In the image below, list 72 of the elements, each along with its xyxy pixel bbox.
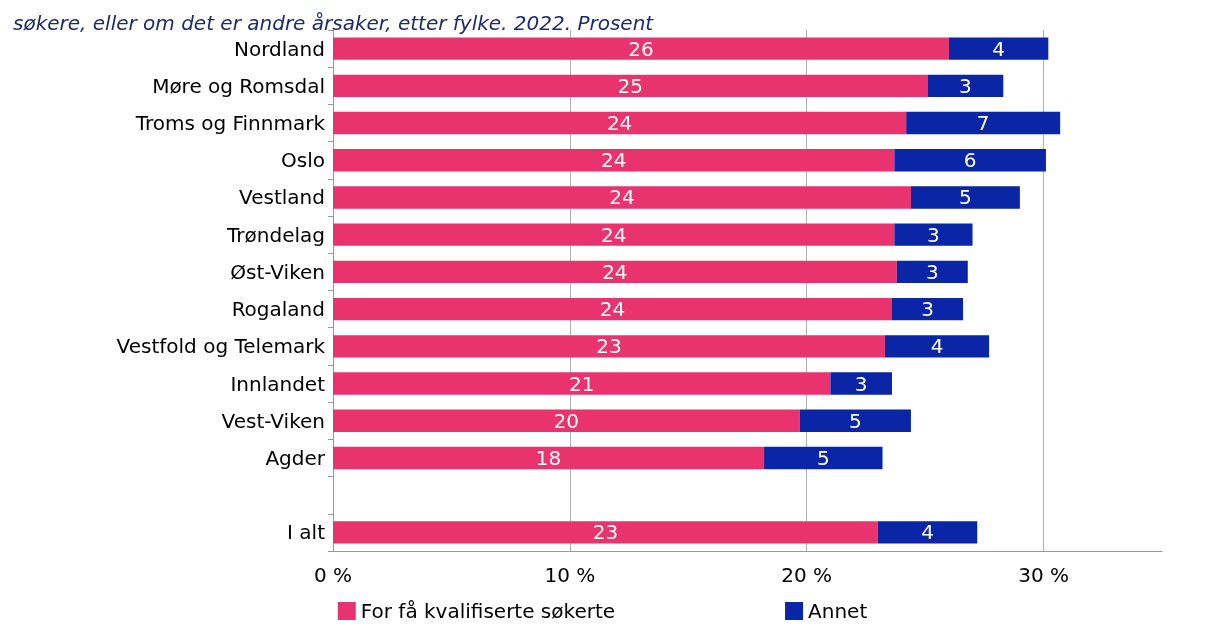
y-tick-label: Agder <box>265 445 326 470</box>
bar <box>948 37 1049 60</box>
y-tick-label: Øst-Viken <box>230 259 325 284</box>
bar <box>764 446 883 470</box>
data-label: 3 <box>921 297 934 322</box>
y-tick-label: Oslo <box>281 148 325 173</box>
bar <box>333 37 949 60</box>
bar <box>333 297 892 321</box>
data-label: 23 <box>596 334 622 359</box>
bar <box>333 335 885 358</box>
data-label: 3 <box>854 371 868 396</box>
data-label: 4 <box>930 334 944 359</box>
data-label: 18 <box>535 445 562 470</box>
bar <box>884 335 990 358</box>
data-label: 24 <box>602 259 628 284</box>
data-label: 21 <box>568 371 595 396</box>
data-label: 5 <box>848 408 862 433</box>
bar <box>891 297 964 321</box>
x-tick-label: 20 % <box>781 563 833 587</box>
bar <box>927 74 1004 97</box>
x-tick-label: 10 % <box>544 563 596 587</box>
chart-subtitle: søkere, eller om det er andre årsaker, etter fylke. 2022. Prosent <box>13 11 655 35</box>
data-label: 24 <box>606 111 633 136</box>
y-tick-label: I alt <box>287 520 326 545</box>
legend-label: Annet <box>808 599 868 623</box>
data-label: 4 <box>921 520 934 545</box>
x-tick-label: 0 % <box>313 563 353 587</box>
bar <box>910 186 1020 209</box>
y-tick-label: Vestfold og Telemark <box>116 334 326 359</box>
data-label: 24 <box>599 297 626 322</box>
data-label: 6 <box>963 148 977 173</box>
bar <box>877 521 978 544</box>
y-tick-label: Innlandet <box>230 371 326 396</box>
bar <box>906 111 1061 135</box>
y-tick-label: Vestland <box>239 185 325 210</box>
bar <box>894 149 1046 172</box>
data-label: 24 <box>600 148 627 173</box>
y-tick-label: Nordland <box>234 36 325 61</box>
data-label: 24 <box>600 222 627 247</box>
bar <box>333 149 895 172</box>
bar <box>896 260 968 284</box>
data-label: 7 <box>976 111 990 136</box>
bar <box>799 409 911 432</box>
data-label: 4 <box>992 36 1005 61</box>
data-label: 5 <box>959 185 972 210</box>
bar <box>333 372 831 395</box>
y-tick-label: Troms og Finnmark <box>134 111 326 136</box>
data-label: 26 <box>628 36 654 61</box>
bar <box>830 372 892 395</box>
data-label: 3 <box>927 222 940 247</box>
data-label: 20 <box>553 408 580 433</box>
bar <box>894 223 973 246</box>
bar <box>333 186 911 209</box>
y-tick-label: Rogaland <box>231 297 325 322</box>
bar <box>333 223 895 246</box>
data-label: 23 <box>592 520 619 545</box>
bar <box>333 521 878 544</box>
legend-label: For få kvalifiserte søkerte <box>360 599 616 623</box>
bar <box>333 74 928 97</box>
bar <box>333 409 800 432</box>
y-tick-label: Trøndelag <box>226 222 325 247</box>
bar <box>333 446 765 470</box>
y-tick-label: Vest-Viken <box>221 408 325 433</box>
data-label: 3 <box>925 259 939 284</box>
data-label: 25 <box>617 73 643 98</box>
y-tick-label: Møre og Romsdal <box>152 73 325 98</box>
data-label: 24 <box>609 185 635 210</box>
bar <box>333 111 907 135</box>
data-label: 3 <box>959 73 972 98</box>
data-label: 5 <box>816 445 830 470</box>
bar <box>333 260 897 284</box>
x-tick-label: 30 % <box>1018 563 1069 587</box>
